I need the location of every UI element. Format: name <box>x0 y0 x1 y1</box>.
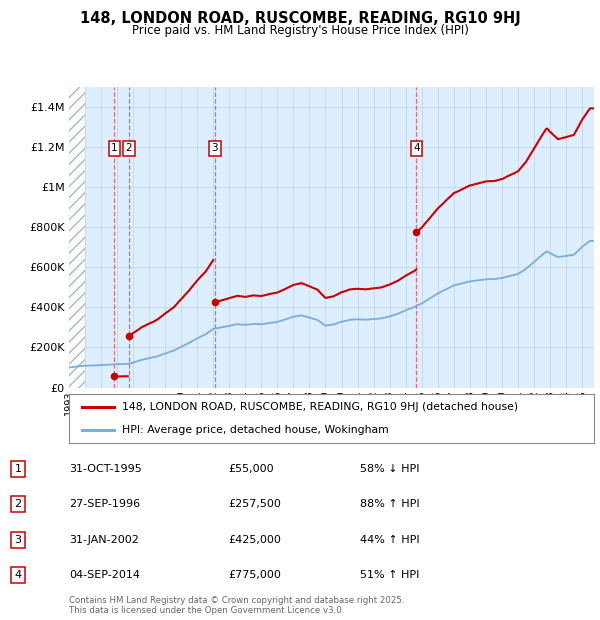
Text: 31-OCT-1995: 31-OCT-1995 <box>69 464 142 474</box>
Text: Price paid vs. HM Land Registry's House Price Index (HPI): Price paid vs. HM Land Registry's House … <box>131 24 469 37</box>
Text: 88% ↑ HPI: 88% ↑ HPI <box>360 499 419 510</box>
Text: 1: 1 <box>14 464 22 474</box>
Text: 31-JAN-2002: 31-JAN-2002 <box>69 534 139 545</box>
Text: 2: 2 <box>14 499 22 510</box>
Text: £55,000: £55,000 <box>228 464 274 474</box>
Text: 1: 1 <box>111 143 118 153</box>
Text: 3: 3 <box>14 534 22 545</box>
Text: 27-SEP-1996: 27-SEP-1996 <box>69 499 140 510</box>
Text: 44% ↑ HPI: 44% ↑ HPI <box>360 534 419 545</box>
Text: £425,000: £425,000 <box>228 534 281 545</box>
Text: 3: 3 <box>211 143 218 153</box>
Text: 4: 4 <box>413 143 420 153</box>
Text: 04-SEP-2014: 04-SEP-2014 <box>69 570 140 580</box>
Text: 2: 2 <box>125 143 132 153</box>
Text: £775,000: £775,000 <box>228 570 281 580</box>
Text: 148, LONDON ROAD, RUSCOMBE, READING, RG10 9HJ (detached house): 148, LONDON ROAD, RUSCOMBE, READING, RG1… <box>121 402 518 412</box>
Text: 148, LONDON ROAD, RUSCOMBE, READING, RG10 9HJ: 148, LONDON ROAD, RUSCOMBE, READING, RG1… <box>80 11 520 25</box>
Text: £257,500: £257,500 <box>228 499 281 510</box>
Text: 4: 4 <box>14 570 22 580</box>
Text: Contains HM Land Registry data © Crown copyright and database right 2025.
This d: Contains HM Land Registry data © Crown c… <box>69 596 404 615</box>
Text: 58% ↓ HPI: 58% ↓ HPI <box>360 464 419 474</box>
Text: 51% ↑ HPI: 51% ↑ HPI <box>360 570 419 580</box>
Text: HPI: Average price, detached house, Wokingham: HPI: Average price, detached house, Woki… <box>121 425 388 435</box>
Bar <box>69 87 85 388</box>
